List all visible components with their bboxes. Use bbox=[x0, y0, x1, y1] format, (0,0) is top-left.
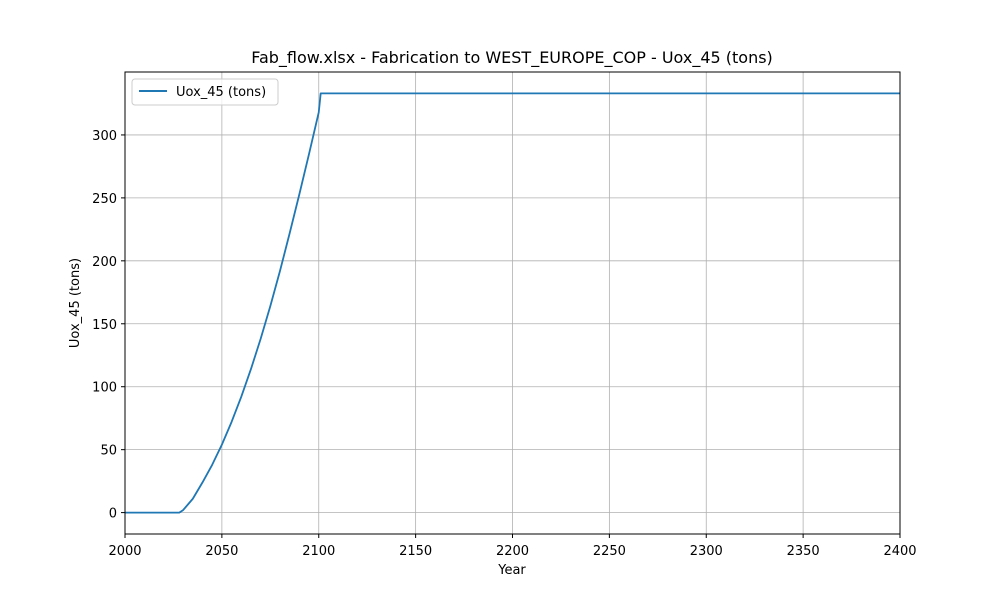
x-tick-label: 2150 bbox=[399, 544, 432, 559]
y-tick-label: 200 bbox=[92, 255, 117, 270]
x-tick-label: 2350 bbox=[787, 544, 820, 559]
y-axis: 0 50 100 150 200 250 300 bbox=[92, 129, 125, 522]
legend: Uox_45 (tons) bbox=[131, 78, 279, 106]
legend-box bbox=[131, 78, 279, 106]
y-tick-label: 300 bbox=[92, 129, 117, 144]
x-tick-label: 2200 bbox=[496, 544, 529, 559]
y-tick-label: 100 bbox=[92, 381, 117, 396]
x-tick-label: 2300 bbox=[690, 544, 723, 559]
legend-label: Uox_45 (tons) bbox=[176, 85, 266, 100]
y-tick-label: 50 bbox=[100, 444, 117, 459]
x-tick-label: 2100 bbox=[302, 544, 335, 559]
x-tick-label: 2000 bbox=[108, 544, 141, 559]
y-tick-label: 150 bbox=[92, 318, 117, 333]
x-tick-label: 2400 bbox=[883, 544, 916, 559]
x-tick-label: 2250 bbox=[593, 544, 626, 559]
x-axis-label: Year bbox=[497, 563, 526, 578]
series-layer bbox=[125, 92, 900, 514]
chart-title: Fab_flow.xlsx - Fabrication to WEST_EURO… bbox=[251, 48, 773, 68]
y-axis-label: Uox_45 (tons) bbox=[68, 258, 83, 348]
grid bbox=[124, 72, 901, 534]
series-line bbox=[125, 92, 900, 514]
x-axis: 2000 2050 2100 2150 2200 2250 2300 2350 2400 bbox=[108, 534, 917, 559]
y-tick-label: 250 bbox=[92, 192, 117, 207]
x-tick-label: 2050 bbox=[205, 544, 238, 559]
y-tick-label: 0 bbox=[109, 507, 117, 522]
